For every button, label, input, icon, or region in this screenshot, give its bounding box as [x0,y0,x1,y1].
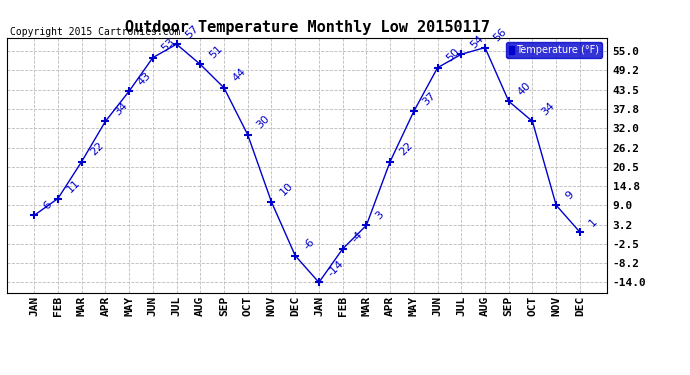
Text: 54: 54 [469,33,485,50]
Text: 44: 44 [231,66,248,84]
Text: 9: 9 [563,189,575,201]
Text: 34: 34 [112,100,129,117]
Text: 50: 50 [444,46,462,63]
Text: 1: 1 [587,216,599,228]
Text: 34: 34 [540,100,556,117]
Text: 22: 22 [397,140,414,158]
Text: 6: 6 [41,199,53,211]
Text: 11: 11 [65,177,82,194]
Text: 51: 51 [207,43,224,60]
Text: 43: 43 [136,70,153,87]
Text: 3: 3 [373,209,385,221]
Text: -4: -4 [350,230,364,245]
Text: 40: 40 [515,80,533,97]
Text: -6: -6 [302,237,317,251]
Text: 10: 10 [278,181,295,198]
Text: Copyright 2015 Cartronics.com: Copyright 2015 Cartronics.com [10,27,180,37]
Legend: Temperature (°F): Temperature (°F) [506,42,602,58]
Text: -14: -14 [326,258,346,278]
Title: Outdoor Temperature Monthly Low 20150117: Outdoor Temperature Monthly Low 20150117 [125,20,489,35]
Text: 22: 22 [88,140,106,158]
Text: 37: 37 [421,90,438,107]
Text: 53: 53 [160,36,177,54]
Text: 56: 56 [492,26,509,44]
Text: 57: 57 [184,23,201,40]
Text: 30: 30 [255,114,272,130]
